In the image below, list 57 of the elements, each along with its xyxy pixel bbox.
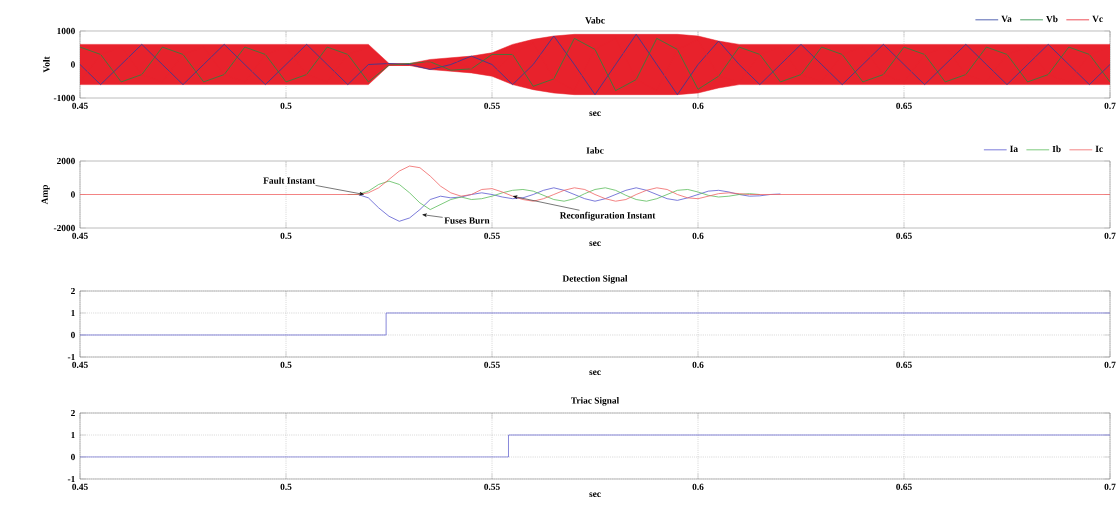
y-axis-title: Volt [43,56,50,73]
x-tick-label: 0.55 [484,232,500,240]
y-tick-label: 0 [70,453,75,461]
x-tick-label: 0.65 [896,483,912,491]
chart-title: Detection Signal [562,275,628,284]
y-tick-label: 1 [71,431,75,439]
annotation: Fault Instant [263,177,316,184]
legend-label: Vc [1092,15,1103,23]
x-tick-label: 0.6 [692,361,704,369]
legend-label: Ia [1010,145,1018,152]
x-tick-label: 0.6 [692,483,704,491]
x-tick-label: 0.45 [72,361,88,369]
x-tick-label: 0.5 [280,483,292,491]
y-tick-label: 2 [71,287,75,295]
x-axis-title: sec [589,241,601,247]
x-tick-label: 0.55 [484,483,500,491]
y-axis-title: Amp [41,185,50,205]
x-tick-label: 0.5 [280,361,292,369]
y-tick-label: 0 [70,61,75,68]
x-tick-label: 0.6 [692,102,704,110]
legend-label: Ib [1052,145,1061,153]
x-tick-label: 0.65 [896,232,912,240]
y-tick-label: 0 [70,331,75,339]
x-tick-label: 0.65 [896,102,912,110]
x-tick-label: 0.7 [1104,483,1116,491]
annotation: Fuses Burn [444,217,490,224]
x-tick-label: 0.45 [72,102,88,110]
y-tick-label: -1 [67,353,75,361]
y-tick-label: 2 [71,409,75,417]
x-tick-label: 0.5 [280,232,292,240]
x-tick-label: 0.45 [72,232,88,240]
x-tick-label: 0.45 [72,483,88,491]
x-tick-label: 0.7 [1104,361,1116,369]
legend-label: Vb [1046,15,1058,23]
chart-title: Iabc [586,147,604,154]
legend-label: Ic [1095,145,1103,152]
x-axis-title: sec [589,492,601,498]
x-tick-label: 0.7 [1104,232,1116,240]
y-tick-label: 1000 [57,27,75,35]
y-tick-label: 1 [71,309,75,317]
x-tick-label: 0.55 [484,361,500,369]
y-tick-label: -2000 [53,224,75,232]
y-tick-label: 2000 [57,157,75,165]
x-tick-label: 0.65 [896,361,912,369]
x-tick-label: 0.6 [692,232,704,240]
x-axis-title: sec [589,370,601,376]
annotation: Reconfiguration Instant [559,211,656,221]
chart-title: Vabc [585,17,605,24]
y-tick-label: -1 [67,475,75,483]
x-tick-label: 0.7 [1104,102,1116,110]
y-tick-label: 0 [70,191,75,198]
x-tick-label: 0.55 [484,102,500,110]
legend-label: Va [1001,15,1012,23]
chart-title: Triac Signal [571,397,619,406]
x-tick-label: 0.5 [280,102,292,110]
y-tick-label: -1000 [53,94,75,102]
x-axis-title: sec [589,111,601,117]
